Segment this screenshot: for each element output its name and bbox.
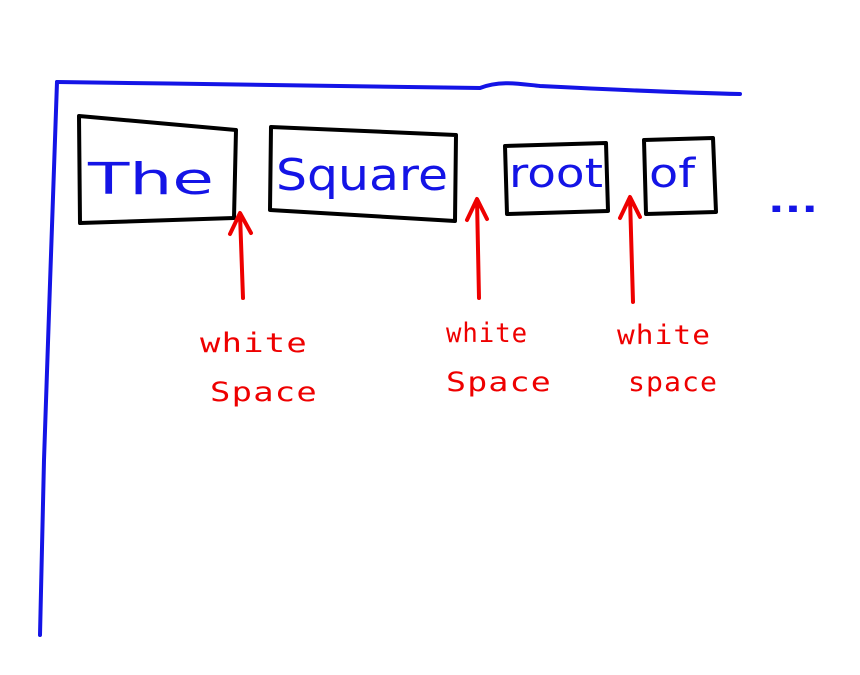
annotation-label-line2: Space: [446, 367, 552, 398]
annotation-label-line2: space: [628, 367, 718, 398]
continuation-ellipsis: ...: [768, 181, 818, 221]
word-box-root: root: [503, 141, 610, 216]
word-box-border: [503, 141, 610, 216]
word-box-the: The: [77, 114, 238, 225]
word-box-border: [268, 125, 458, 223]
whitespace-annotation-2: white Space: [446, 197, 552, 398]
whitespace-annotation-1: white Space: [200, 211, 318, 408]
up-arrow-icon: [465, 197, 489, 300]
word-text: of: [649, 151, 696, 197]
word-text: root: [509, 151, 603, 197]
annotation-label-line2: Space: [210, 377, 318, 408]
annotation-label-line1: white: [617, 320, 711, 351]
annotation-label-line1: white: [446, 318, 528, 349]
word-box-border: [642, 136, 718, 216]
word-box-of: of: [642, 136, 718, 216]
page-frame-left-edge: [38, 80, 59, 637]
whitespace-annotation-3: white space: [617, 195, 718, 398]
word-box-border: [77, 114, 238, 225]
annotation-label-line1: white: [200, 328, 308, 359]
page-frame-top-edge: [55, 80, 742, 96]
word-box-square: Square: [268, 125, 458, 223]
up-arrow-icon: [618, 195, 642, 304]
word-text: Square: [276, 150, 448, 201]
word-text: The: [86, 154, 214, 205]
up-arrow-icon: [228, 211, 253, 300]
